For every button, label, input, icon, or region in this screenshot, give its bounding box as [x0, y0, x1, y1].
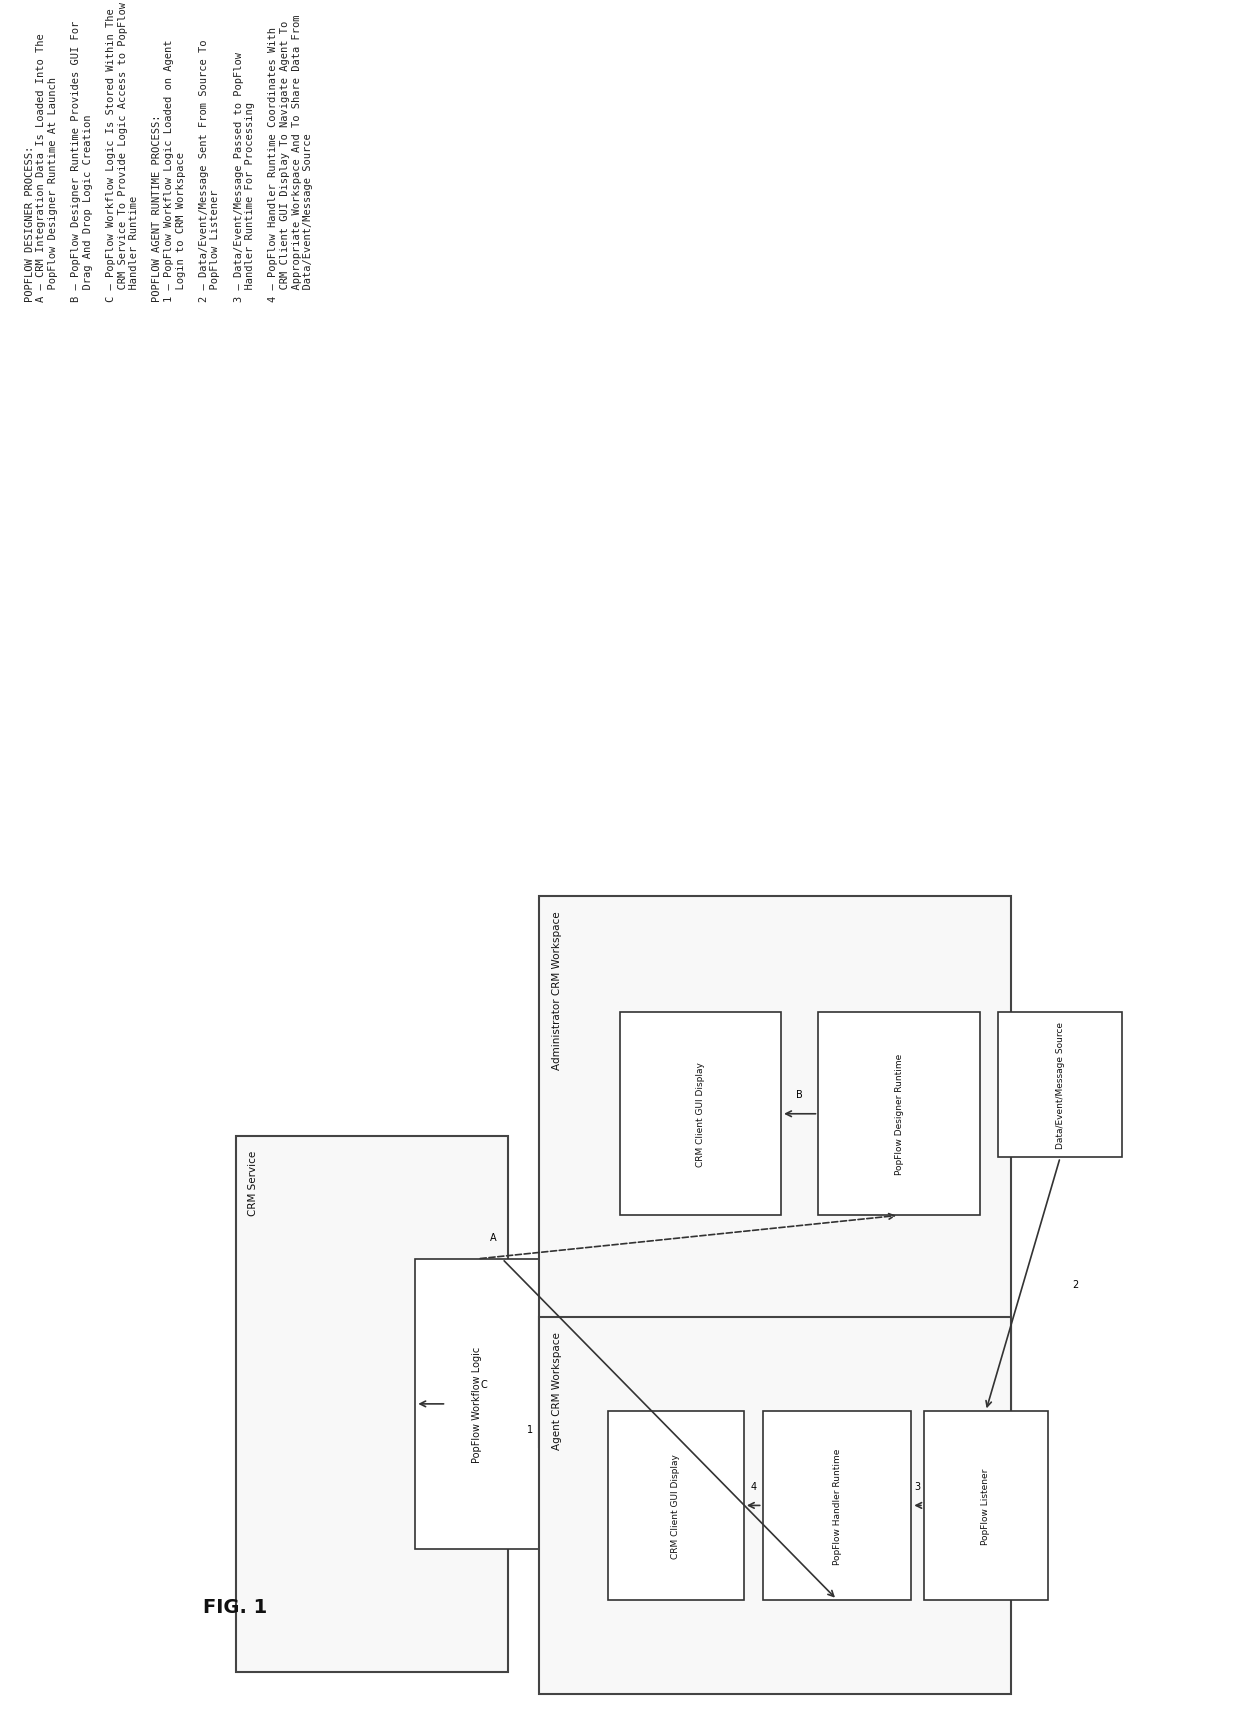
Text: A: A [490, 1232, 496, 1242]
Text: C: C [480, 1380, 487, 1389]
Text: CRM Client GUI Display: CRM Client GUI Display [671, 1452, 681, 1558]
FancyBboxPatch shape [415, 1260, 539, 1549]
Text: CRM Service: CRM Service [248, 1151, 258, 1216]
Text: POPFLOW DESIGNER PROCESS:
A – CRM Integration Data Is Loaded Into The
  PopFlow : POPFLOW DESIGNER PROCESS: A – CRM Integr… [25, 2, 314, 302]
Text: 1: 1 [527, 1425, 533, 1435]
FancyBboxPatch shape [539, 896, 1011, 1447]
Text: PopFlow Workflow Logic: PopFlow Workflow Logic [472, 1346, 482, 1463]
Text: 4: 4 [750, 1482, 756, 1490]
Text: B: B [796, 1089, 804, 1099]
FancyBboxPatch shape [818, 1013, 980, 1216]
Text: Data/Event/Message Source: Data/Event/Message Source [1055, 1022, 1065, 1149]
FancyBboxPatch shape [236, 1135, 508, 1673]
Text: FIG. 1: FIG. 1 [203, 1597, 268, 1616]
FancyBboxPatch shape [763, 1411, 911, 1599]
Text: 2: 2 [1073, 1280, 1079, 1289]
Text: PopFlow Designer Runtime: PopFlow Designer Runtime [894, 1053, 904, 1175]
FancyBboxPatch shape [539, 1316, 1011, 1694]
Text: Administrator CRM Workspace: Administrator CRM Workspace [552, 911, 562, 1070]
FancyBboxPatch shape [608, 1411, 744, 1599]
FancyBboxPatch shape [620, 1013, 781, 1216]
Text: PopFlow Handler Runtime: PopFlow Handler Runtime [832, 1447, 842, 1564]
Text: Agent CRM Workspace: Agent CRM Workspace [552, 1332, 562, 1449]
Text: PopFlow Listener: PopFlow Listener [981, 1468, 991, 1544]
Text: 3: 3 [915, 1482, 920, 1490]
FancyBboxPatch shape [924, 1411, 1048, 1599]
Text: CRM Client GUI Display: CRM Client GUI Display [696, 1061, 706, 1166]
FancyBboxPatch shape [998, 1013, 1122, 1158]
